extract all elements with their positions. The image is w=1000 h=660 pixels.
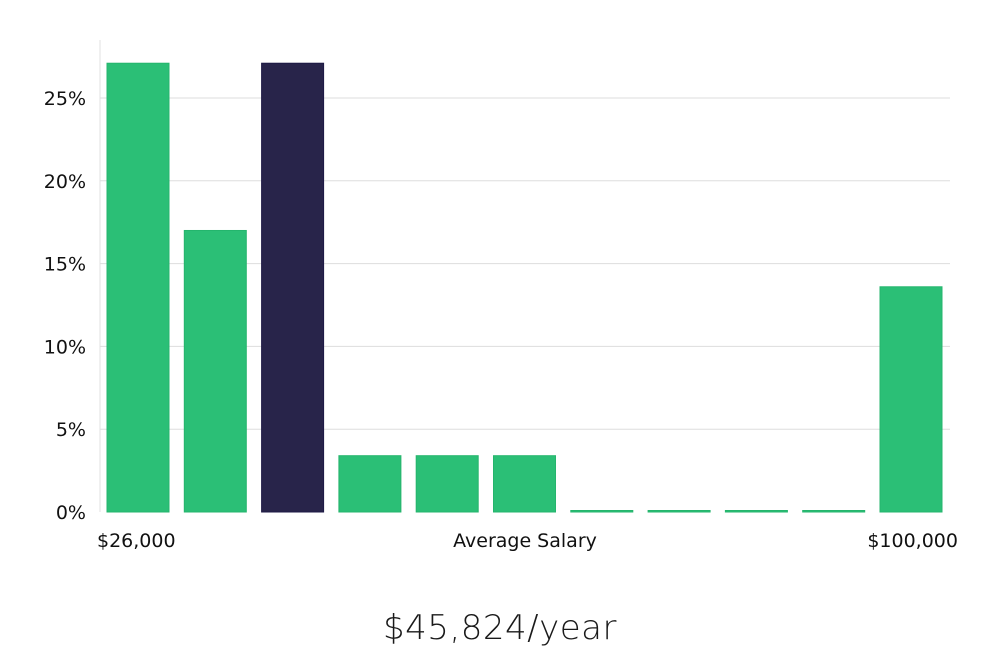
bar (106, 62, 170, 513)
salary-histogram: 0%5%10%15%20%25% $26,000 Average Salary … (44, 40, 958, 552)
bar (493, 455, 556, 513)
y-tick-label: 20% (44, 171, 86, 193)
y-tick-label: 25% (44, 88, 86, 110)
bar (879, 286, 943, 513)
y-tick-label: 5% (56, 419, 86, 441)
x-max-label: $100,000 (867, 530, 958, 552)
y-axis-ticks: 0% 5% 10% 15% 20% 25% (44, 88, 86, 524)
bars (106, 62, 943, 513)
bar-highlighted (261, 62, 325, 513)
average-salary-headline: $45,824/year (383, 608, 617, 648)
bar (415, 455, 479, 513)
bar (183, 229, 247, 513)
bar (724, 510, 788, 513)
bar (570, 510, 634, 513)
bar (802, 510, 866, 513)
y-tick-label: 10% (44, 336, 86, 358)
bar (647, 510, 711, 513)
y-tick-label: 0% (56, 502, 86, 524)
bar (338, 455, 402, 513)
x-min-label: $26,000 (97, 530, 176, 552)
y-tick-label: 15% (44, 254, 86, 276)
x-axis-label: Average Salary (453, 530, 597, 552)
